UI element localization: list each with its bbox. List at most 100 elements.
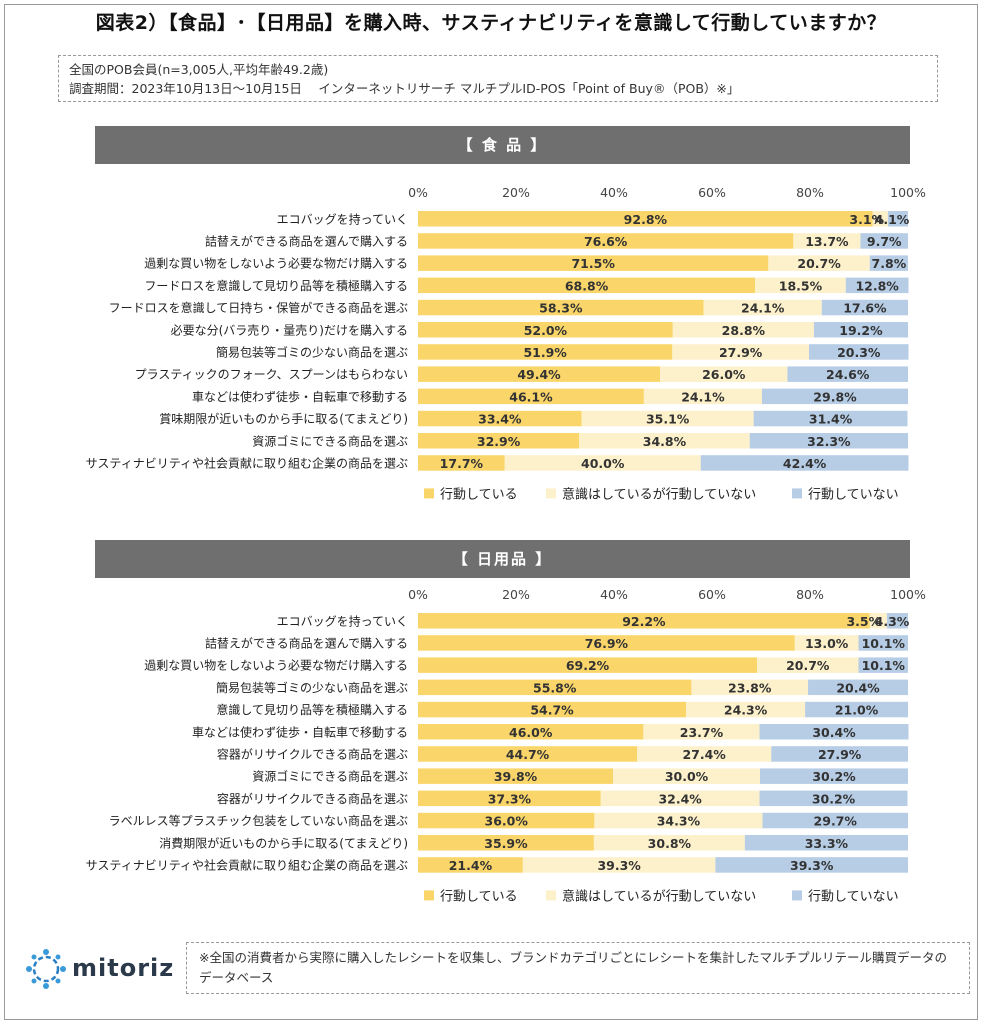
food-x-tick-label: 80% bbox=[796, 185, 824, 200]
food-bar-segment bbox=[753, 410, 908, 427]
food-bar-segment bbox=[887, 211, 908, 227]
daily-x-tick-label: 80% bbox=[796, 587, 824, 602]
food-data-label: 40.0% bbox=[581, 456, 625, 471]
daily-category-label: サスティナビリティや社会貢献に取り組む企業の商品を選ぶ bbox=[86, 857, 408, 872]
daily-data-label: 20.7% bbox=[786, 658, 830, 673]
daily-category-label: 資源ゴミにできる商品を選ぶ bbox=[252, 769, 408, 784]
daily-data-label: 13.0% bbox=[805, 636, 849, 651]
food-data-label: 13.7% bbox=[805, 234, 849, 249]
food-data-label: 71.5% bbox=[571, 256, 615, 271]
food-category-label: サスティナビリティや社会貢献に取り組む企業の商品を選ぶ bbox=[86, 455, 408, 470]
food-data-label: 12.8% bbox=[855, 278, 899, 293]
food-bar-segment bbox=[418, 433, 580, 449]
daily-data-label: 10.1% bbox=[862, 636, 906, 651]
daily-category-label: 簡易包装等ゴミの少ない商品を選ぶ bbox=[216, 680, 408, 695]
daily-category-label: 意識して見切り品等を積極購入する bbox=[216, 702, 408, 717]
daily-data-label: 23.7% bbox=[680, 725, 724, 740]
food-bar-segment bbox=[761, 388, 908, 405]
daily-data-label: 30.2% bbox=[812, 791, 856, 806]
food-legend-label: 意識はしているが行動していない bbox=[562, 486, 756, 502]
daily-data-label: 55.8% bbox=[533, 680, 577, 695]
daily-bar-segment bbox=[858, 657, 908, 673]
food-bar-segment bbox=[579, 433, 750, 449]
daily-goods-section-header: 【 日用品 】 bbox=[95, 540, 910, 578]
food-data-label: 28.8% bbox=[722, 323, 766, 338]
daily-bar-segment bbox=[637, 746, 772, 762]
food-data-label: 24.1% bbox=[681, 389, 725, 404]
daily-data-label: 10.1% bbox=[862, 658, 906, 673]
food-bar-segment bbox=[768, 255, 870, 271]
daily-bar-segment bbox=[759, 790, 908, 807]
daily-x-tick-label: 60% bbox=[698, 587, 726, 602]
daily-bar-segment bbox=[600, 790, 760, 807]
food-legend-label: 行動している bbox=[440, 487, 518, 502]
daily-category-label: 過剰な買い物をしないよう必要な物だけ購入する bbox=[144, 659, 408, 673]
daily-bar-segment bbox=[418, 679, 692, 696]
food-data-label: 3.1% bbox=[849, 212, 884, 227]
daily-data-label: 32.4% bbox=[658, 791, 702, 806]
mitoriz-logo: mitoriz bbox=[24, 945, 184, 995]
daily-category-label: エコバッグを持っていく bbox=[277, 613, 408, 628]
food-bar-segment bbox=[418, 277, 756, 294]
daily-category-label: 容器がリサイクルできる商品を選ぶ bbox=[217, 746, 408, 761]
food-data-label: 29.8% bbox=[813, 389, 857, 404]
food-data-label: 7.8% bbox=[872, 256, 907, 271]
daily-data-label: 24.3% bbox=[724, 703, 768, 718]
daily-data-label: 21.4% bbox=[449, 858, 493, 873]
food-data-label: 27.9% bbox=[719, 345, 763, 360]
food-data-label: 17.7% bbox=[440, 456, 484, 471]
daily-bar-segment bbox=[691, 679, 809, 696]
food-bar-segment bbox=[821, 299, 908, 316]
daily-data-label: 76.9% bbox=[585, 636, 629, 651]
daily-category-label: ラベルレス等プラスチック包装をしていない商品を選ぶ bbox=[109, 813, 408, 828]
food-category-label: フードロスを意識して見切り品等を積極購入する bbox=[144, 278, 408, 293]
food-legend-swatch bbox=[424, 488, 434, 499]
daily-data-label: 37.3% bbox=[488, 791, 532, 806]
daily-bar-segment bbox=[858, 635, 908, 651]
food-data-label: 32.9% bbox=[477, 434, 521, 449]
daily-bar-segment bbox=[418, 701, 687, 718]
daily-data-label: 39.3% bbox=[597, 858, 641, 873]
daily-data-label: 69.2% bbox=[566, 658, 610, 673]
daily-bar-segment bbox=[418, 835, 594, 851]
daily-bar-segment bbox=[593, 835, 745, 851]
daily-bar-segment bbox=[771, 746, 908, 762]
daily-bar-segment bbox=[418, 812, 595, 829]
food-data-label: 33.4% bbox=[478, 412, 522, 427]
daily-bar-segment bbox=[686, 701, 806, 718]
daily-data-label: 35.9% bbox=[484, 836, 528, 851]
daily-data-label: 27.4% bbox=[682, 747, 726, 762]
mitoriz-logo-text: mitoriz bbox=[72, 954, 175, 982]
daily-category-label: 詰替えができる商品を選んで購入する bbox=[205, 635, 408, 650]
food-bar-segment bbox=[700, 455, 909, 471]
food-data-label: 42.4% bbox=[783, 456, 827, 471]
daily-bar-segment bbox=[418, 857, 523, 873]
daily-x-tick-label: 40% bbox=[600, 587, 628, 602]
food-data-label: 76.6% bbox=[584, 234, 628, 249]
daily-bar-segment bbox=[744, 835, 908, 851]
daily-bar-segment bbox=[794, 635, 859, 651]
daily-data-label: 39.8% bbox=[494, 769, 538, 784]
daily-bar-segment bbox=[808, 679, 908, 696]
food-bar-segment bbox=[809, 344, 909, 360]
daily-data-label: 30.2% bbox=[812, 769, 856, 784]
food-bar-segment bbox=[749, 433, 908, 449]
daily-data-label: 21.0% bbox=[835, 703, 879, 718]
daily-bar-segment bbox=[886, 613, 908, 629]
food-data-label: 24.6% bbox=[826, 367, 870, 382]
daily-category-label: 車などは使わず徒歩・自転車で移動する bbox=[192, 724, 408, 739]
food-category-label: 賞味期限が近いものから手に取る(てまえどり) bbox=[159, 411, 408, 426]
daily-bar-segment bbox=[757, 657, 859, 673]
food-data-label: 35.1% bbox=[646, 412, 690, 427]
daily-legend-swatch bbox=[424, 890, 434, 901]
food-bar-segment bbox=[418, 299, 704, 316]
footnote: ※全国の消費者から実際に購入したレシートを収集し、ブランドカテゴリごとにレシート… bbox=[186, 942, 970, 994]
daily-bar-segment bbox=[643, 724, 760, 740]
food-bar-segment bbox=[643, 388, 762, 405]
food-bar-segment bbox=[672, 322, 814, 338]
daily-data-label: 20.4% bbox=[836, 680, 880, 695]
food-data-label: 46.1% bbox=[509, 389, 553, 404]
food-data-label: 34.8% bbox=[643, 434, 687, 449]
food-category-label: 詰替えができる商品を選んで購入する bbox=[205, 233, 408, 248]
food-data-label: 20.3% bbox=[837, 345, 881, 360]
